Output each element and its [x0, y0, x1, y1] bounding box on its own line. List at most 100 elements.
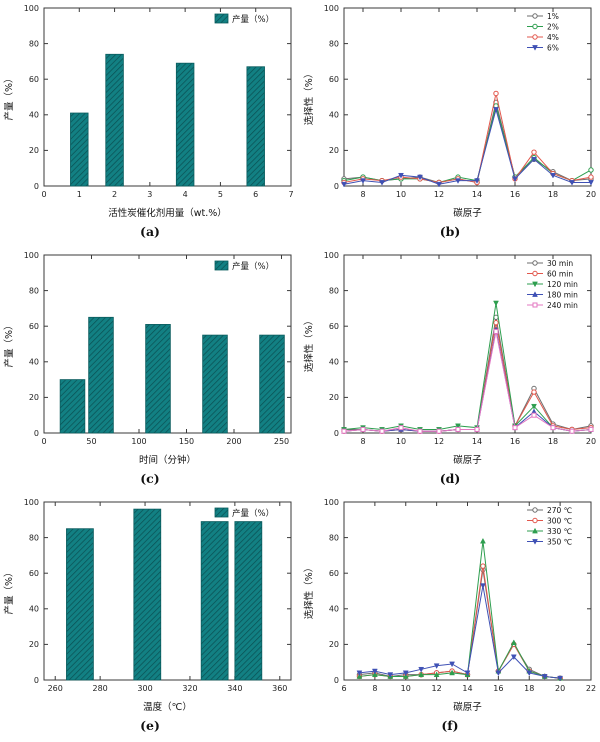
chart-d-selectivity-vs-carbon: 8 10 12 14 16 18 20 0 20 40 60 80 100 碳原子 选择性（%） 30 min…: [303, 251, 596, 466]
svg-text:300 ℃: 300 ℃: [547, 516, 572, 525]
svg-text:100: 100: [131, 437, 146, 446]
svg-text:产量（%）: 产量（%）: [232, 508, 274, 519]
svg-text:0: 0: [334, 429, 339, 438]
svg-text:60: 60: [29, 322, 39, 331]
svg-text:330 ℃: 330 ℃: [547, 527, 572, 536]
chart-c-yield-vs-time: 0 50 100 150 200 250 0 20 40 60 80 100 时间（分钟） 产量（%） 产量…: [3, 251, 292, 466]
svg-text:12: 12: [432, 684, 442, 693]
svg-text:16: 16: [493, 684, 503, 693]
svg-text:产量（%）: 产量（%）: [3, 73, 15, 120]
svg-text:16: 16: [510, 190, 520, 199]
svg-text:0: 0: [34, 182, 39, 191]
svg-text:20: 20: [555, 684, 565, 693]
svg-text:温度（℃）: 温度（℃）: [143, 701, 192, 713]
caption-b: (b): [439, 224, 461, 239]
svg-text:320: 320: [182, 684, 197, 693]
svg-text:2%: 2%: [547, 22, 559, 31]
svg-text:40: 40: [329, 605, 339, 614]
panel-b: 8 10 12 14 16 18 20 0 20 40 60 80 100 碳原子 选择性（%） 1% 2% 4%…: [300, 0, 600, 247]
svg-text:12: 12: [434, 190, 444, 199]
svg-text:250: 250: [274, 437, 289, 446]
svg-text:2: 2: [112, 190, 117, 199]
svg-text:180 min: 180 min: [547, 290, 578, 299]
svg-text:60: 60: [29, 569, 39, 578]
svg-text:260: 260: [48, 684, 63, 693]
svg-text:20: 20: [329, 146, 339, 155]
svg-text:0: 0: [34, 676, 39, 685]
svg-text:20: 20: [329, 640, 339, 649]
svg-text:20: 20: [329, 393, 339, 402]
chart-f-selectivity-vs-carbon: 6 8 10 12 14 16 18 20 22 0 20 40 60 80 100 碳原子 选择性（%） 270…: [303, 498, 596, 713]
svg-text:碳原子: 碳原子: [453, 207, 482, 219]
svg-text:100: 100: [324, 251, 339, 260]
svg-text:18: 18: [524, 684, 534, 693]
svg-text:50: 50: [86, 437, 96, 446]
svg-text:4%: 4%: [547, 33, 559, 42]
panel-e: 260 280 300 320 340 360 0 20 40 60 80 100 温度（℃） 产量（%）…: [0, 494, 300, 741]
panel-d: 8 10 12 14 16 18 20 0 20 40 60 80 100 碳原子 选择性（%） 30 min…: [300, 247, 600, 494]
svg-text:60: 60: [329, 75, 339, 84]
svg-text:选择性（%）: 选择性（%）: [303, 316, 315, 373]
svg-text:270 ℃: 270 ℃: [547, 506, 572, 515]
svg-text:80: 80: [329, 39, 339, 48]
svg-text:1%: 1%: [547, 12, 559, 21]
svg-text:100: 100: [324, 498, 339, 507]
svg-text:40: 40: [329, 111, 339, 120]
svg-text:360: 360: [272, 684, 287, 693]
svg-text:80: 80: [329, 286, 339, 295]
svg-text:活性炭催化剂用量（wt.%）: 活性炭催化剂用量（wt.%）: [108, 207, 227, 219]
svg-text:200: 200: [226, 437, 241, 446]
svg-text:4: 4: [183, 190, 188, 199]
svg-text:20: 20: [586, 190, 596, 199]
svg-text:80: 80: [329, 533, 339, 542]
svg-text:60: 60: [329, 569, 339, 578]
svg-text:100: 100: [24, 4, 39, 13]
svg-text:8: 8: [360, 437, 365, 446]
svg-text:产量（%）: 产量（%）: [232, 261, 274, 272]
svg-text:60: 60: [329, 322, 339, 331]
svg-text:100: 100: [24, 251, 39, 260]
svg-text:280: 280: [92, 684, 107, 693]
svg-text:碳原子: 碳原子: [453, 701, 482, 713]
svg-text:240 min: 240 min: [547, 301, 578, 310]
svg-text:40: 40: [29, 111, 39, 120]
svg-text:产量（%）: 产量（%）: [232, 14, 274, 25]
svg-text:30 min: 30 min: [547, 259, 573, 268]
svg-text:14: 14: [462, 684, 472, 693]
svg-text:选择性（%）: 选择性（%）: [303, 69, 315, 126]
chart-b-selectivity-vs-carbon: 8 10 12 14 16 18 20 0 20 40 60 80 100 碳原子 选择性（%） 1%2% 4%…: [303, 4, 596, 219]
svg-text:时间（分钟）: 时间（分钟）: [139, 454, 196, 466]
svg-text:20: 20: [29, 640, 39, 649]
panel-c: 0 50 100 150 200 250 0 20 40 60 80 100 时间（分钟） 产量（%） 产量…: [0, 247, 300, 494]
svg-text:150: 150: [179, 437, 194, 446]
caption-e: (e): [140, 718, 160, 733]
svg-text:20: 20: [29, 146, 39, 155]
svg-text:300: 300: [137, 684, 152, 693]
caption-f: (f): [441, 718, 459, 733]
svg-text:3: 3: [147, 190, 152, 199]
svg-text:80: 80: [29, 533, 39, 542]
svg-text:16: 16: [510, 437, 520, 446]
svg-text:5: 5: [218, 190, 223, 199]
chart-e-yield-vs-temperature: 260 280 300 320 340 360 0 20 40 60 80 100 温度（℃） 产量（%）…: [3, 498, 292, 713]
svg-text:340: 340: [227, 684, 242, 693]
panel-f: 6 8 10 12 14 16 18 20 22 0 20 40 60 80 100 碳原子 选择性（%） 270…: [300, 494, 600, 741]
svg-text:10: 10: [401, 684, 411, 693]
svg-text:0: 0: [334, 182, 339, 191]
svg-text:40: 40: [29, 358, 39, 367]
svg-text:14: 14: [472, 437, 482, 446]
svg-text:80: 80: [29, 39, 39, 48]
svg-text:20: 20: [29, 393, 39, 402]
panel-a: 0 1 2 3 4 5 6 7 0 20 40 60 80 100 活性炭催化剂用量（wt.%） 产量（%） 产…: [0, 0, 300, 247]
svg-text:1: 1: [77, 190, 82, 199]
svg-text:0: 0: [34, 429, 39, 438]
svg-text:40: 40: [29, 605, 39, 614]
caption-a: (a): [140, 224, 160, 239]
svg-text:18: 18: [548, 437, 558, 446]
svg-text:20: 20: [586, 437, 596, 446]
svg-text:0: 0: [334, 676, 339, 685]
svg-text:6: 6: [341, 684, 346, 693]
svg-text:0: 0: [41, 190, 46, 199]
svg-text:100: 100: [324, 4, 339, 13]
